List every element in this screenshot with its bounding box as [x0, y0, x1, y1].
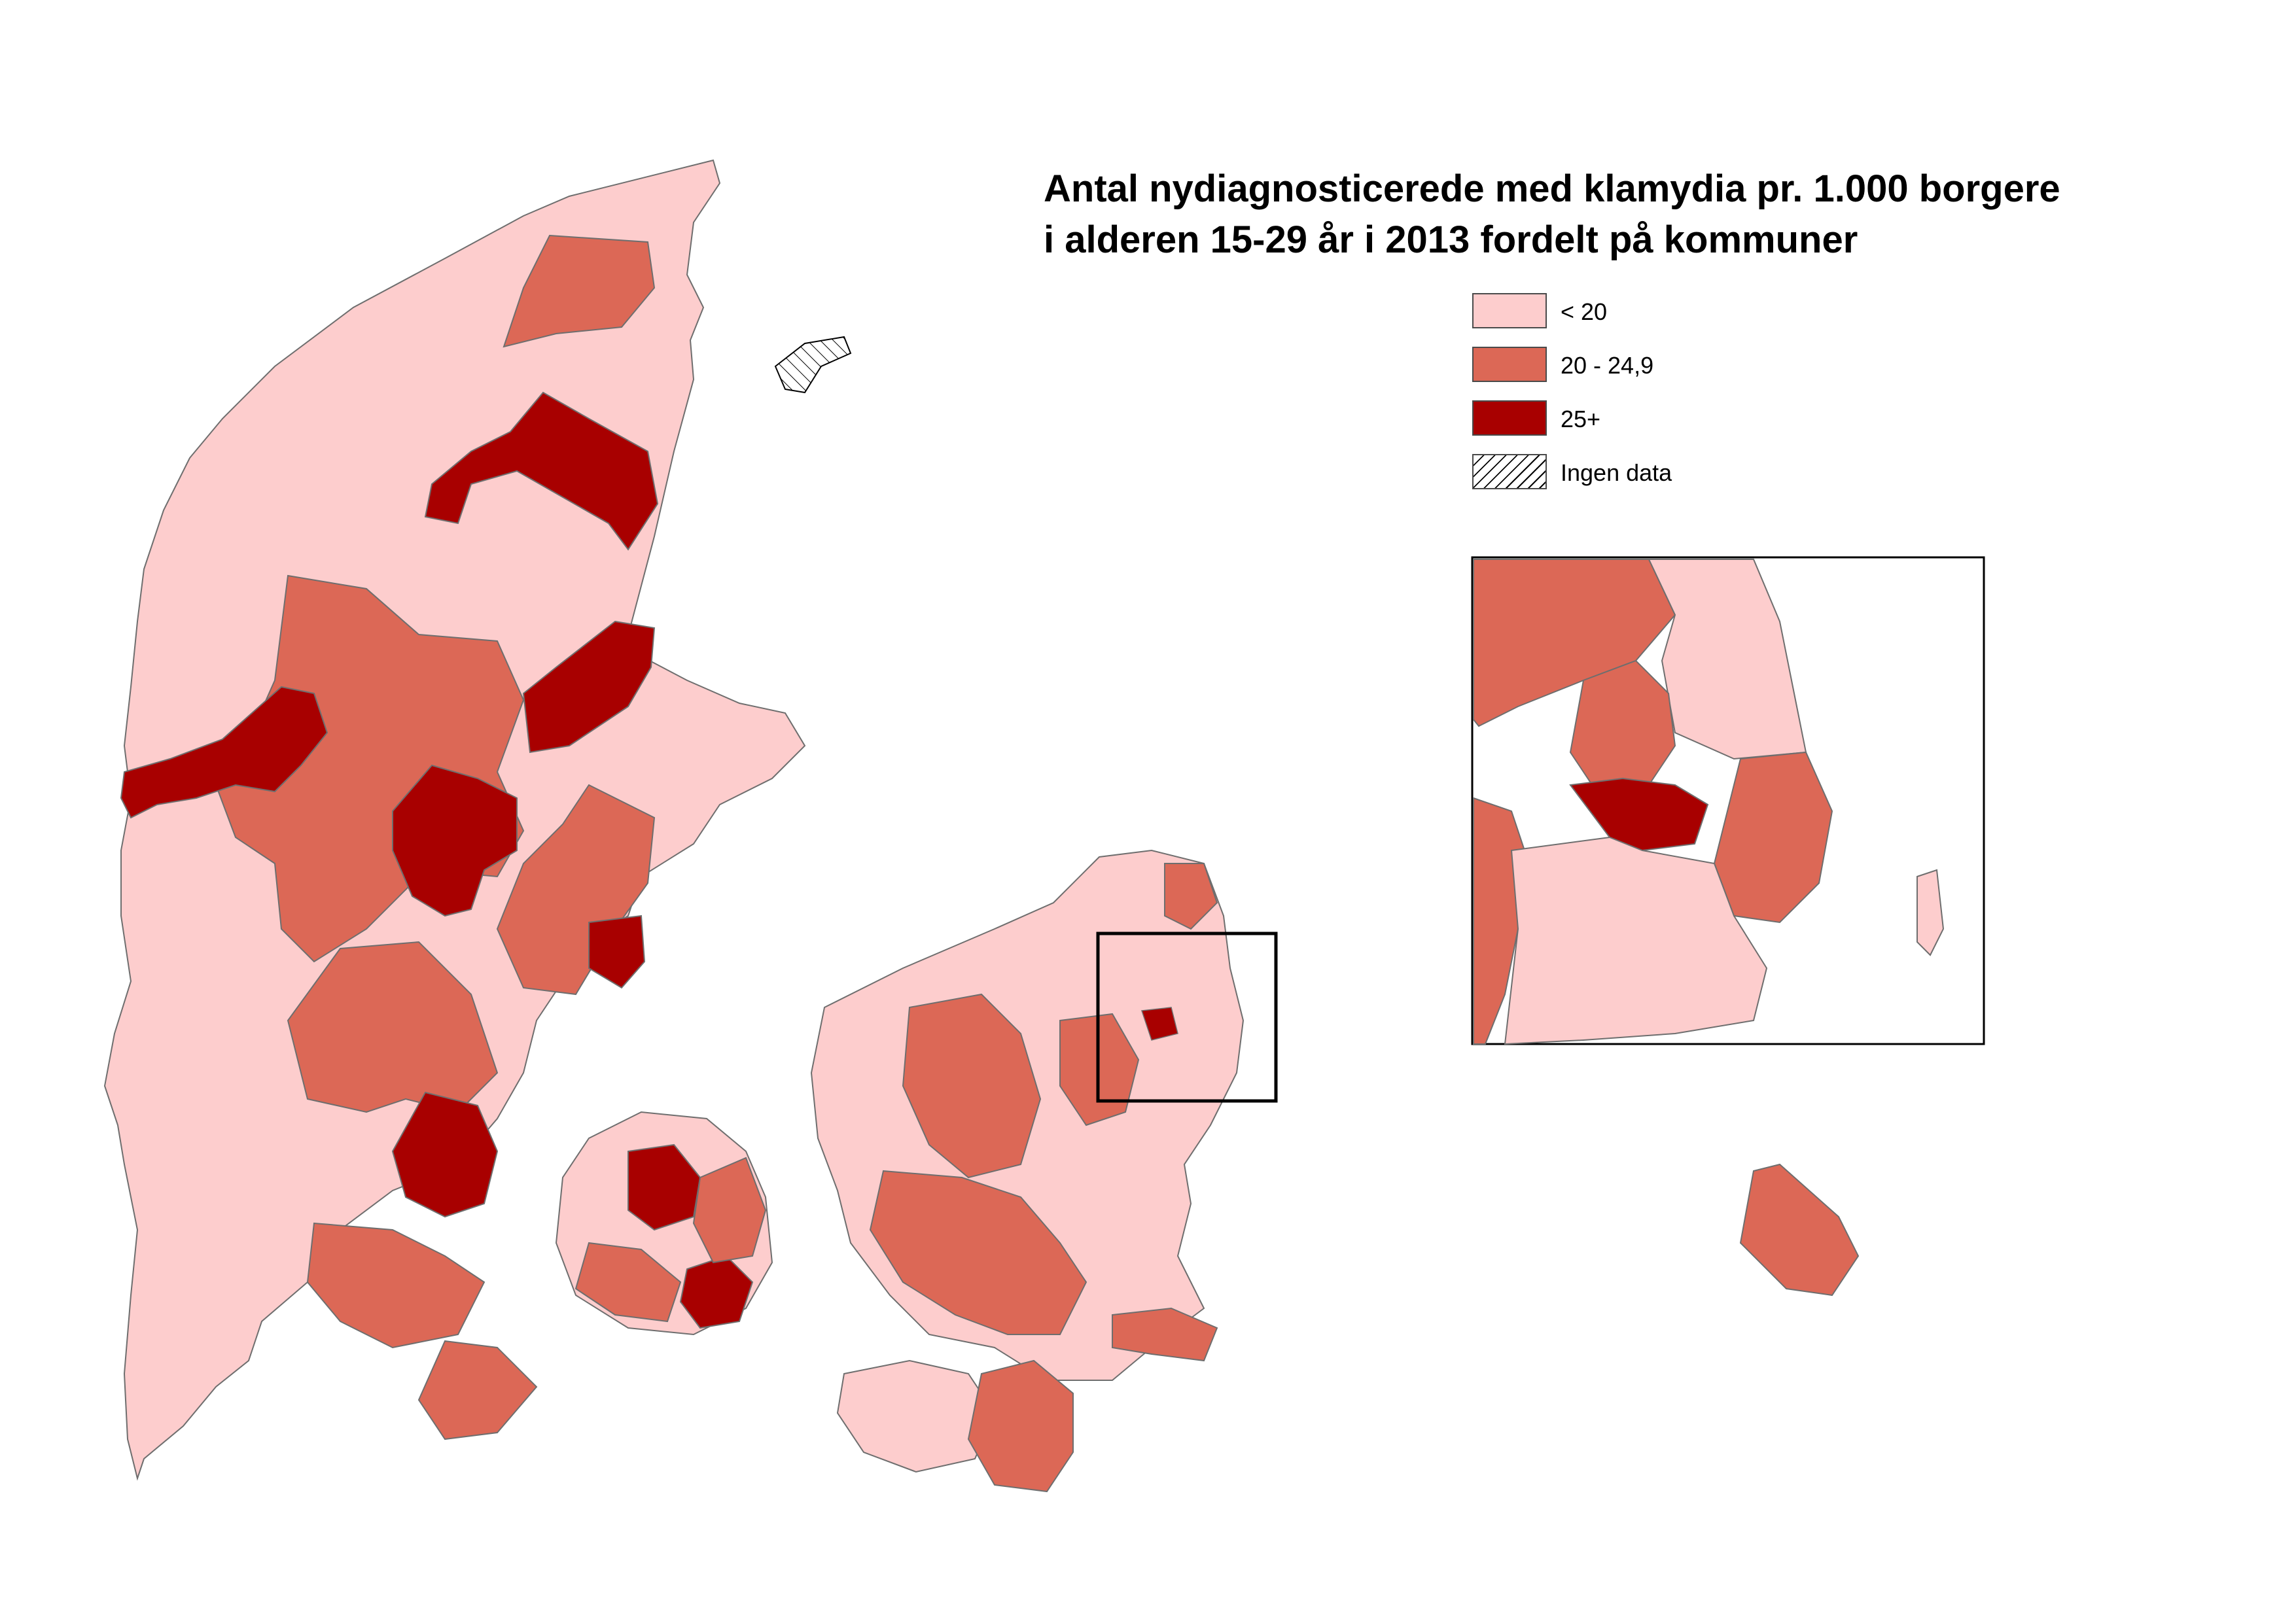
region-zealand-north-mid: [1164, 863, 1218, 930]
region-southwest-mid: [306, 1222, 486, 1349]
title-line-1: Antal nydiagnosticerede med klamydia pr.…: [1044, 167, 2060, 210]
region-northeast-high: [522, 620, 656, 754]
region-east-coast-high: [588, 915, 646, 989]
legend-label-high: 25+: [1561, 406, 1601, 432]
legend-swatch-nodata: [1472, 454, 1547, 489]
bornholm-island: [1739, 1163, 1860, 1297]
region-zealand-west-mid: [902, 993, 1042, 1179]
region-south-mid: [417, 1340, 538, 1440]
map-title: Antal nydiagnosticerede med klamydia pr.…: [1044, 164, 2060, 266]
legend-label-low: < 20: [1561, 298, 1608, 325]
region-limfjord-high: [424, 391, 659, 551]
region-north-jutland-mid: [503, 234, 656, 348]
region-falster-mid: [967, 1359, 1074, 1493]
region-moen-mid: [1112, 1307, 1218, 1362]
legend-swatch-high: [1472, 400, 1547, 436]
lolland-landmass: [836, 1359, 996, 1473]
legend-swatch-mid: [1472, 347, 1547, 382]
region-funen-center-high: [627, 1143, 701, 1231]
inset-island-low: [1916, 869, 1945, 956]
copenhagen-region-high-small: [1140, 1007, 1178, 1041]
legend-label-nodata: Ingen data: [1561, 459, 1672, 486]
legend-label-mid: 20 - 24,9: [1561, 352, 1654, 379]
region-zealand-south-mid: [869, 1170, 1087, 1335]
copenhagen-frame-main: [1096, 932, 1278, 1103]
region-east-jutland-mid: [496, 784, 656, 996]
title-line-2: i alderen 15-29 år i 2013 fordelt på kom…: [1044, 218, 1858, 261]
region-funen-east-mid: [692, 1157, 767, 1264]
region-funen-southwest-mid: [574, 1242, 682, 1323]
region-west-band-high: [120, 686, 328, 819]
legend-swatch-low: [1472, 293, 1547, 328]
inset-south-low: [1504, 836, 1768, 1045]
region-central-high: [392, 764, 518, 917]
copenhagen-inset: [1471, 556, 1985, 1045]
inset-center-mid: [1569, 659, 1676, 793]
region-south-inland-high: [391, 1091, 499, 1218]
anholt-island: [774, 336, 852, 394]
